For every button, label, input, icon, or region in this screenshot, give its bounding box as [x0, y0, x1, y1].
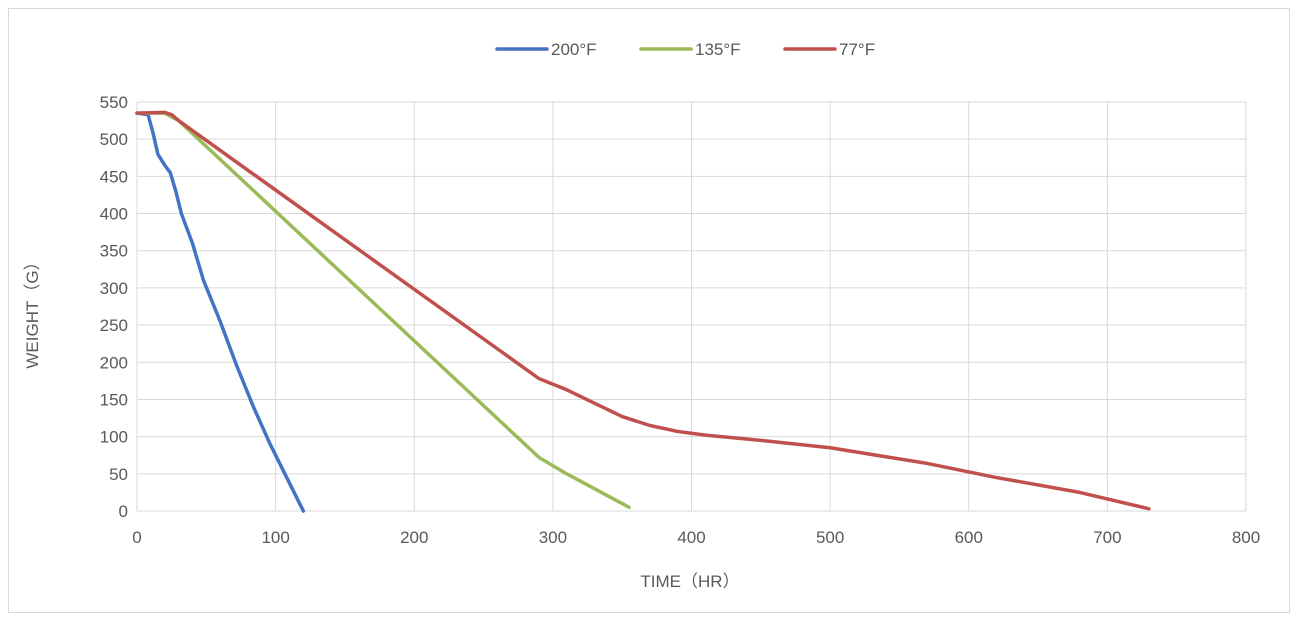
series-line-0: [135, 111, 306, 513]
y-tick-label: 300: [100, 279, 128, 298]
axes: 0 50 100 150 200 250 300 350 400 450 500 550 0 100 200…: [100, 93, 1261, 547]
series-line-1: [135, 111, 631, 510]
series-line-2: [135, 110, 1151, 511]
x-tick-label: 400: [677, 528, 705, 547]
chart-frame: 0 50 100 150 200 250 300 350 400 450 500 550 0 100 200…: [8, 8, 1290, 613]
series-lines: [135, 110, 1151, 513]
y-tick-label: 200: [100, 353, 128, 372]
y-tick-label: 550: [100, 93, 128, 112]
y-tick-label: 400: [100, 205, 128, 224]
legend-label-0: 200°F: [551, 40, 597, 59]
legend-label-1: 135°F: [695, 40, 741, 59]
y-tick-label: 0: [119, 502, 128, 521]
x-tick-label: 500: [816, 528, 844, 547]
legend: 200°F 135°F 77°F: [495, 40, 875, 59]
legend-label-2: 77°F: [839, 40, 875, 59]
gridlines: [136, 101, 1247, 512]
y-tick-label: 250: [100, 316, 128, 335]
x-tick-label: 0: [132, 528, 141, 547]
y-axis-title: WEIGHT（G）: [23, 253, 42, 368]
y-tick-label: 350: [100, 242, 128, 261]
y-tick-label: 100: [100, 428, 128, 447]
x-tick-label: 300: [539, 528, 567, 547]
line-chart: 0 50 100 150 200 250 300 350 400 450 500 550 0 100 200…: [23, 40, 1261, 591]
x-axis-title: TIME（HR）: [640, 572, 739, 591]
y-tick-label: 50: [109, 465, 128, 484]
x-tick-label: 700: [1093, 528, 1121, 547]
x-tick-label: 200: [400, 528, 428, 547]
x-tick-label: 100: [261, 528, 289, 547]
y-tick-label: 450: [100, 167, 128, 186]
x-tick-label: 800: [1232, 528, 1260, 547]
y-tick-label: 150: [100, 390, 128, 409]
x-tick-label: 600: [955, 528, 983, 547]
y-tick-label: 500: [100, 130, 128, 149]
